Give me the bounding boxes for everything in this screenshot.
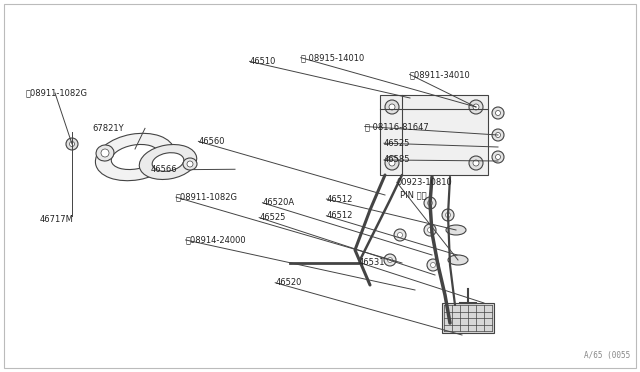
- Circle shape: [469, 156, 483, 170]
- Circle shape: [469, 100, 483, 114]
- Text: 46585: 46585: [384, 155, 410, 164]
- Text: 46531: 46531: [358, 258, 385, 267]
- Circle shape: [428, 201, 433, 205]
- Text: 00923-10810: 00923-10810: [397, 178, 452, 187]
- Circle shape: [424, 197, 436, 209]
- Text: PIN ピン: PIN ピン: [400, 191, 427, 200]
- Text: 46510: 46510: [250, 57, 276, 66]
- Circle shape: [473, 104, 479, 110]
- Ellipse shape: [161, 157, 169, 165]
- Circle shape: [473, 160, 479, 166]
- Circle shape: [66, 138, 78, 150]
- Text: 46520A: 46520A: [262, 198, 294, 207]
- Circle shape: [70, 141, 74, 147]
- Text: ⓝ08911-1082G: ⓝ08911-1082G: [26, 89, 88, 97]
- Circle shape: [394, 229, 406, 241]
- Text: 46717M: 46717M: [40, 215, 74, 224]
- Circle shape: [442, 209, 454, 221]
- Circle shape: [428, 228, 433, 232]
- Ellipse shape: [446, 225, 466, 235]
- Circle shape: [492, 107, 504, 119]
- Circle shape: [387, 257, 392, 263]
- Circle shape: [389, 104, 395, 110]
- Text: 46512: 46512: [326, 195, 353, 203]
- Circle shape: [389, 160, 395, 166]
- Circle shape: [445, 212, 451, 218]
- Text: 46525: 46525: [259, 213, 285, 222]
- Circle shape: [495, 110, 500, 115]
- Text: Ⓑ 08116-81647: Ⓑ 08116-81647: [365, 122, 429, 131]
- Text: 46520: 46520: [275, 278, 301, 287]
- Text: 67821Y: 67821Y: [93, 124, 124, 133]
- Text: 46512: 46512: [326, 211, 353, 220]
- Text: 46525: 46525: [384, 139, 410, 148]
- Circle shape: [384, 254, 396, 266]
- Circle shape: [495, 154, 500, 160]
- Circle shape: [385, 156, 399, 170]
- Ellipse shape: [101, 149, 109, 157]
- Text: Ⓢ 08915-14010: Ⓢ 08915-14010: [301, 53, 364, 62]
- Text: A/65 (0055: A/65 (0055: [584, 351, 630, 360]
- Circle shape: [431, 263, 435, 267]
- Circle shape: [385, 100, 399, 114]
- Bar: [380, 95, 488, 175]
- Text: 46566: 46566: [150, 165, 177, 174]
- Bar: [442, 303, 494, 333]
- Ellipse shape: [152, 153, 184, 171]
- Ellipse shape: [187, 161, 193, 167]
- Ellipse shape: [448, 255, 468, 265]
- Ellipse shape: [183, 158, 197, 170]
- Ellipse shape: [96, 145, 114, 161]
- Text: ⓝ08911-34010: ⓝ08911-34010: [410, 70, 470, 79]
- Circle shape: [397, 232, 403, 237]
- Ellipse shape: [156, 153, 174, 169]
- Text: ⓝ08914-24000: ⓝ08914-24000: [186, 235, 246, 244]
- Ellipse shape: [140, 144, 196, 179]
- Circle shape: [492, 151, 504, 163]
- Text: 46560: 46560: [198, 137, 225, 146]
- Text: ⓝ08911-1082G: ⓝ08911-1082G: [176, 193, 238, 202]
- Ellipse shape: [111, 144, 159, 170]
- Circle shape: [424, 224, 436, 236]
- Ellipse shape: [95, 133, 175, 181]
- Circle shape: [495, 132, 500, 138]
- Circle shape: [427, 259, 439, 271]
- Circle shape: [492, 129, 504, 141]
